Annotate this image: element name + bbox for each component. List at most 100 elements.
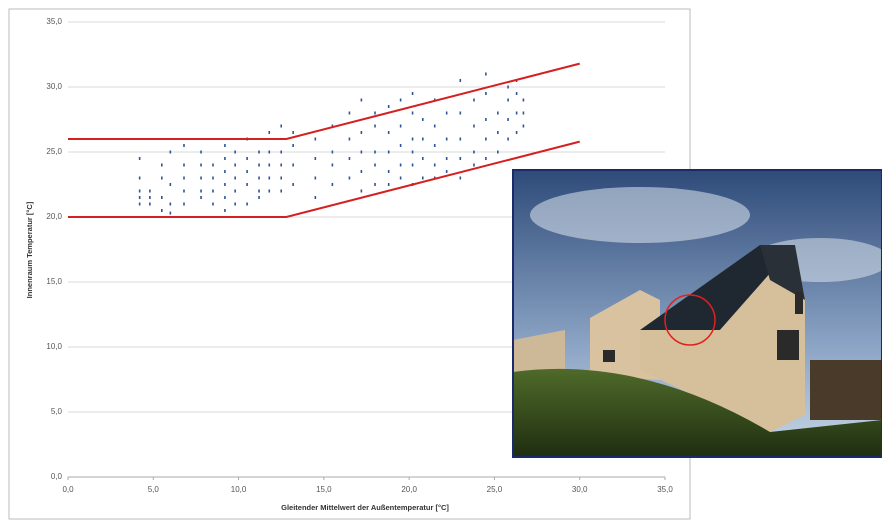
scatter-point xyxy=(161,164,163,167)
scatter-point xyxy=(161,196,163,199)
scatter-point xyxy=(460,79,462,82)
scatter-point xyxy=(349,157,351,160)
scatter-point xyxy=(139,203,141,206)
scatter-point xyxy=(388,131,390,134)
scatter-point xyxy=(374,164,376,167)
scatter-point xyxy=(183,164,185,167)
scatter-point xyxy=(315,138,317,141)
scatter-point xyxy=(516,112,518,115)
scatter-point xyxy=(258,151,260,154)
scatter-point xyxy=(473,125,475,128)
chart: Gleitender Mittelwert der Außentemperatu… xyxy=(0,0,882,523)
scatter-point xyxy=(422,177,424,180)
scatter-point xyxy=(224,170,226,173)
scatter-point xyxy=(292,164,294,167)
scatter-point xyxy=(170,212,172,215)
scatter-point xyxy=(280,164,282,167)
scatter-point xyxy=(485,73,487,76)
scatter-point xyxy=(280,125,282,128)
scatter-point xyxy=(361,131,363,134)
scatter-point xyxy=(446,138,448,141)
scatter-point xyxy=(246,170,248,173)
scatter-point xyxy=(460,138,462,141)
y-tick-label: 30,0 xyxy=(46,82,62,91)
scatter-point xyxy=(258,177,260,180)
scatter-point xyxy=(507,86,509,89)
scatter-point xyxy=(149,190,151,193)
scatter-point xyxy=(212,164,214,167)
scatter-point xyxy=(149,203,151,206)
scatter-point xyxy=(183,144,185,147)
scatter-point xyxy=(388,105,390,108)
y-tick-label: 10,0 xyxy=(46,342,62,351)
scatter-point xyxy=(183,203,185,206)
x-tick-label: 35,0 xyxy=(657,485,673,494)
scatter-point xyxy=(523,99,525,102)
x-tick-label: 30,0 xyxy=(572,485,588,494)
scatter-point xyxy=(460,177,462,180)
scatter-point xyxy=(183,190,185,193)
x-tick-label: 5,0 xyxy=(148,485,160,494)
y-axis-title: Innenraum Temperatur [°C] xyxy=(25,201,34,298)
scatter-point xyxy=(315,177,317,180)
scatter-point xyxy=(374,125,376,128)
scatter-point xyxy=(422,157,424,160)
scatter-point xyxy=(473,151,475,154)
scatter-point xyxy=(516,131,518,134)
scatter-point xyxy=(400,144,402,147)
scatter-point xyxy=(200,151,202,154)
scatter-point xyxy=(332,164,334,167)
scatter-point xyxy=(388,151,390,154)
scatter-point xyxy=(374,151,376,154)
scatter-point xyxy=(292,131,294,134)
scatter-point xyxy=(268,190,270,193)
scatter-point xyxy=(224,183,226,186)
scatter-point xyxy=(349,177,351,180)
scatter-point xyxy=(388,183,390,186)
scatter-point xyxy=(224,157,226,160)
scatter-point xyxy=(497,112,499,115)
scatter-point xyxy=(246,157,248,160)
scatter-point xyxy=(374,112,376,115)
scatter-point xyxy=(434,125,436,128)
scatter-point xyxy=(400,99,402,102)
scatter-point xyxy=(200,177,202,180)
scatter-point xyxy=(234,177,236,180)
scatter-point xyxy=(268,131,270,134)
scatter-point xyxy=(234,203,236,206)
scatter-point xyxy=(412,164,414,167)
scatter-point xyxy=(234,164,236,167)
scatter-point xyxy=(212,203,214,206)
photo-inset xyxy=(513,170,882,457)
scatter-point xyxy=(446,157,448,160)
scatter-point xyxy=(292,144,294,147)
y-tick-label: 35,0 xyxy=(46,17,62,26)
scatter-point xyxy=(523,112,525,115)
scatter-point xyxy=(485,138,487,141)
scatter-point xyxy=(161,177,163,180)
scatter-point xyxy=(258,190,260,193)
scatter-point xyxy=(349,138,351,141)
scatter-point xyxy=(412,151,414,154)
scatter-point xyxy=(280,190,282,193)
scatter-point xyxy=(349,112,351,115)
scatter-point xyxy=(412,112,414,115)
scatter-point xyxy=(183,177,185,180)
y-tick-label: 20,0 xyxy=(46,212,62,221)
x-axis-title: Gleitender Mittelwert der Außentemperatu… xyxy=(281,503,449,512)
scatter-point xyxy=(361,170,363,173)
scatter-point xyxy=(224,196,226,199)
scatter-point xyxy=(434,144,436,147)
scatter-point xyxy=(200,190,202,193)
scatter-point xyxy=(161,209,163,212)
scatter-point xyxy=(246,183,248,186)
x-tick-label: 25,0 xyxy=(487,485,503,494)
scatter-point xyxy=(224,144,226,147)
scatter-point xyxy=(422,118,424,121)
scatter-point xyxy=(460,157,462,160)
scatter-point xyxy=(361,151,363,154)
x-tick-label: 20,0 xyxy=(401,485,417,494)
scatter-point xyxy=(507,118,509,121)
scatter-point xyxy=(258,196,260,199)
scatter-point xyxy=(412,138,414,141)
